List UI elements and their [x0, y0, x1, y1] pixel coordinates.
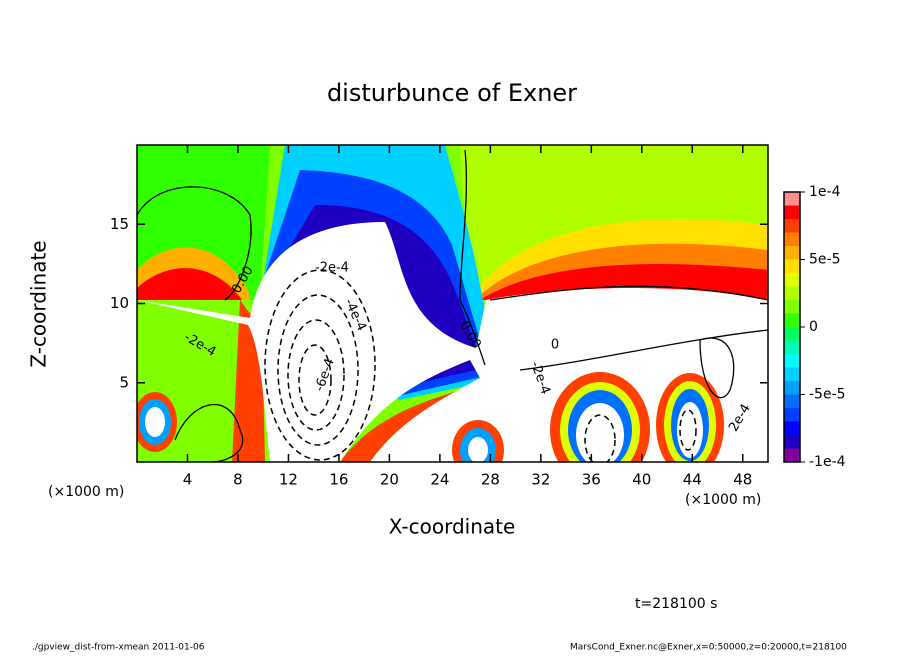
x-tick-label: 48: [733, 471, 752, 489]
y-tick-label: 15: [110, 215, 129, 233]
time-label: t=218100 s: [635, 596, 717, 612]
x-unit-label: (×1000 m): [685, 492, 761, 508]
colorbar-band: [784, 232, 800, 246]
x-axis-label: X-coordinate: [389, 515, 516, 539]
colorbar-band: [784, 421, 800, 435]
colorbar-band: [784, 286, 800, 300]
colorbar-band: [784, 408, 800, 422]
x-tick-label: 24: [430, 471, 449, 489]
colorbar-tick-label: 5e-5: [809, 252, 840, 268]
contour-field: [137, 145, 768, 462]
x-tick-label: 36: [582, 471, 601, 489]
colorbar-band: [784, 219, 800, 233]
colorbar-band: [784, 340, 800, 354]
colorbar-tick-label: 1e-4: [809, 184, 841, 200]
x-tick-label: 28: [481, 471, 500, 489]
colorbar-tick-label: -1e-4: [809, 454, 846, 470]
x-unit-label: (×1000 m): [48, 484, 124, 500]
footer-left: ./gpview_dist-from-xmean 2011-01-06: [32, 643, 205, 653]
colorbar-band: [784, 205, 800, 219]
colorbar-band: [784, 313, 800, 327]
colorbar-tick-label: 0: [809, 319, 818, 335]
colorbar-band: [784, 448, 800, 462]
colorbar-tick-label: -5e-5: [809, 387, 846, 403]
colorbar-band: [784, 246, 800, 260]
x-tick-label: 20: [380, 471, 399, 489]
colorbar-band: [784, 273, 800, 287]
contour-label: -2e-4: [315, 261, 349, 276]
x-tick-label: 40: [632, 471, 651, 489]
y-tick-label: 10: [110, 294, 129, 312]
colorbar-band: [784, 300, 800, 314]
colorbar-band: [784, 354, 800, 368]
contour-label: 0: [551, 338, 559, 353]
x-tick-label: 32: [531, 471, 550, 489]
footer-right: MarsCond_Exner.nc@Exner,x=0:50000,z=0:20…: [570, 643, 847, 653]
colorbar-band: [784, 327, 800, 341]
colorbar-band: [784, 394, 800, 408]
colorbar-band: [784, 381, 800, 395]
x-tick-label: 8: [233, 471, 243, 489]
colorbar-band: [784, 435, 800, 449]
colorbar-band: [784, 259, 800, 273]
y-tick-label: 5: [119, 373, 129, 391]
x-tick-label: 12: [279, 471, 298, 489]
x-tick-label: 44: [683, 471, 702, 489]
colorbar-band: [784, 192, 800, 206]
y-axis-label: Z-coordinate: [27, 240, 51, 367]
colorbar-band: [784, 367, 800, 381]
x-tick-label: 4: [183, 471, 193, 489]
x-tick-label: 16: [329, 471, 348, 489]
chart-title: disturbunce of Exner: [327, 79, 577, 107]
